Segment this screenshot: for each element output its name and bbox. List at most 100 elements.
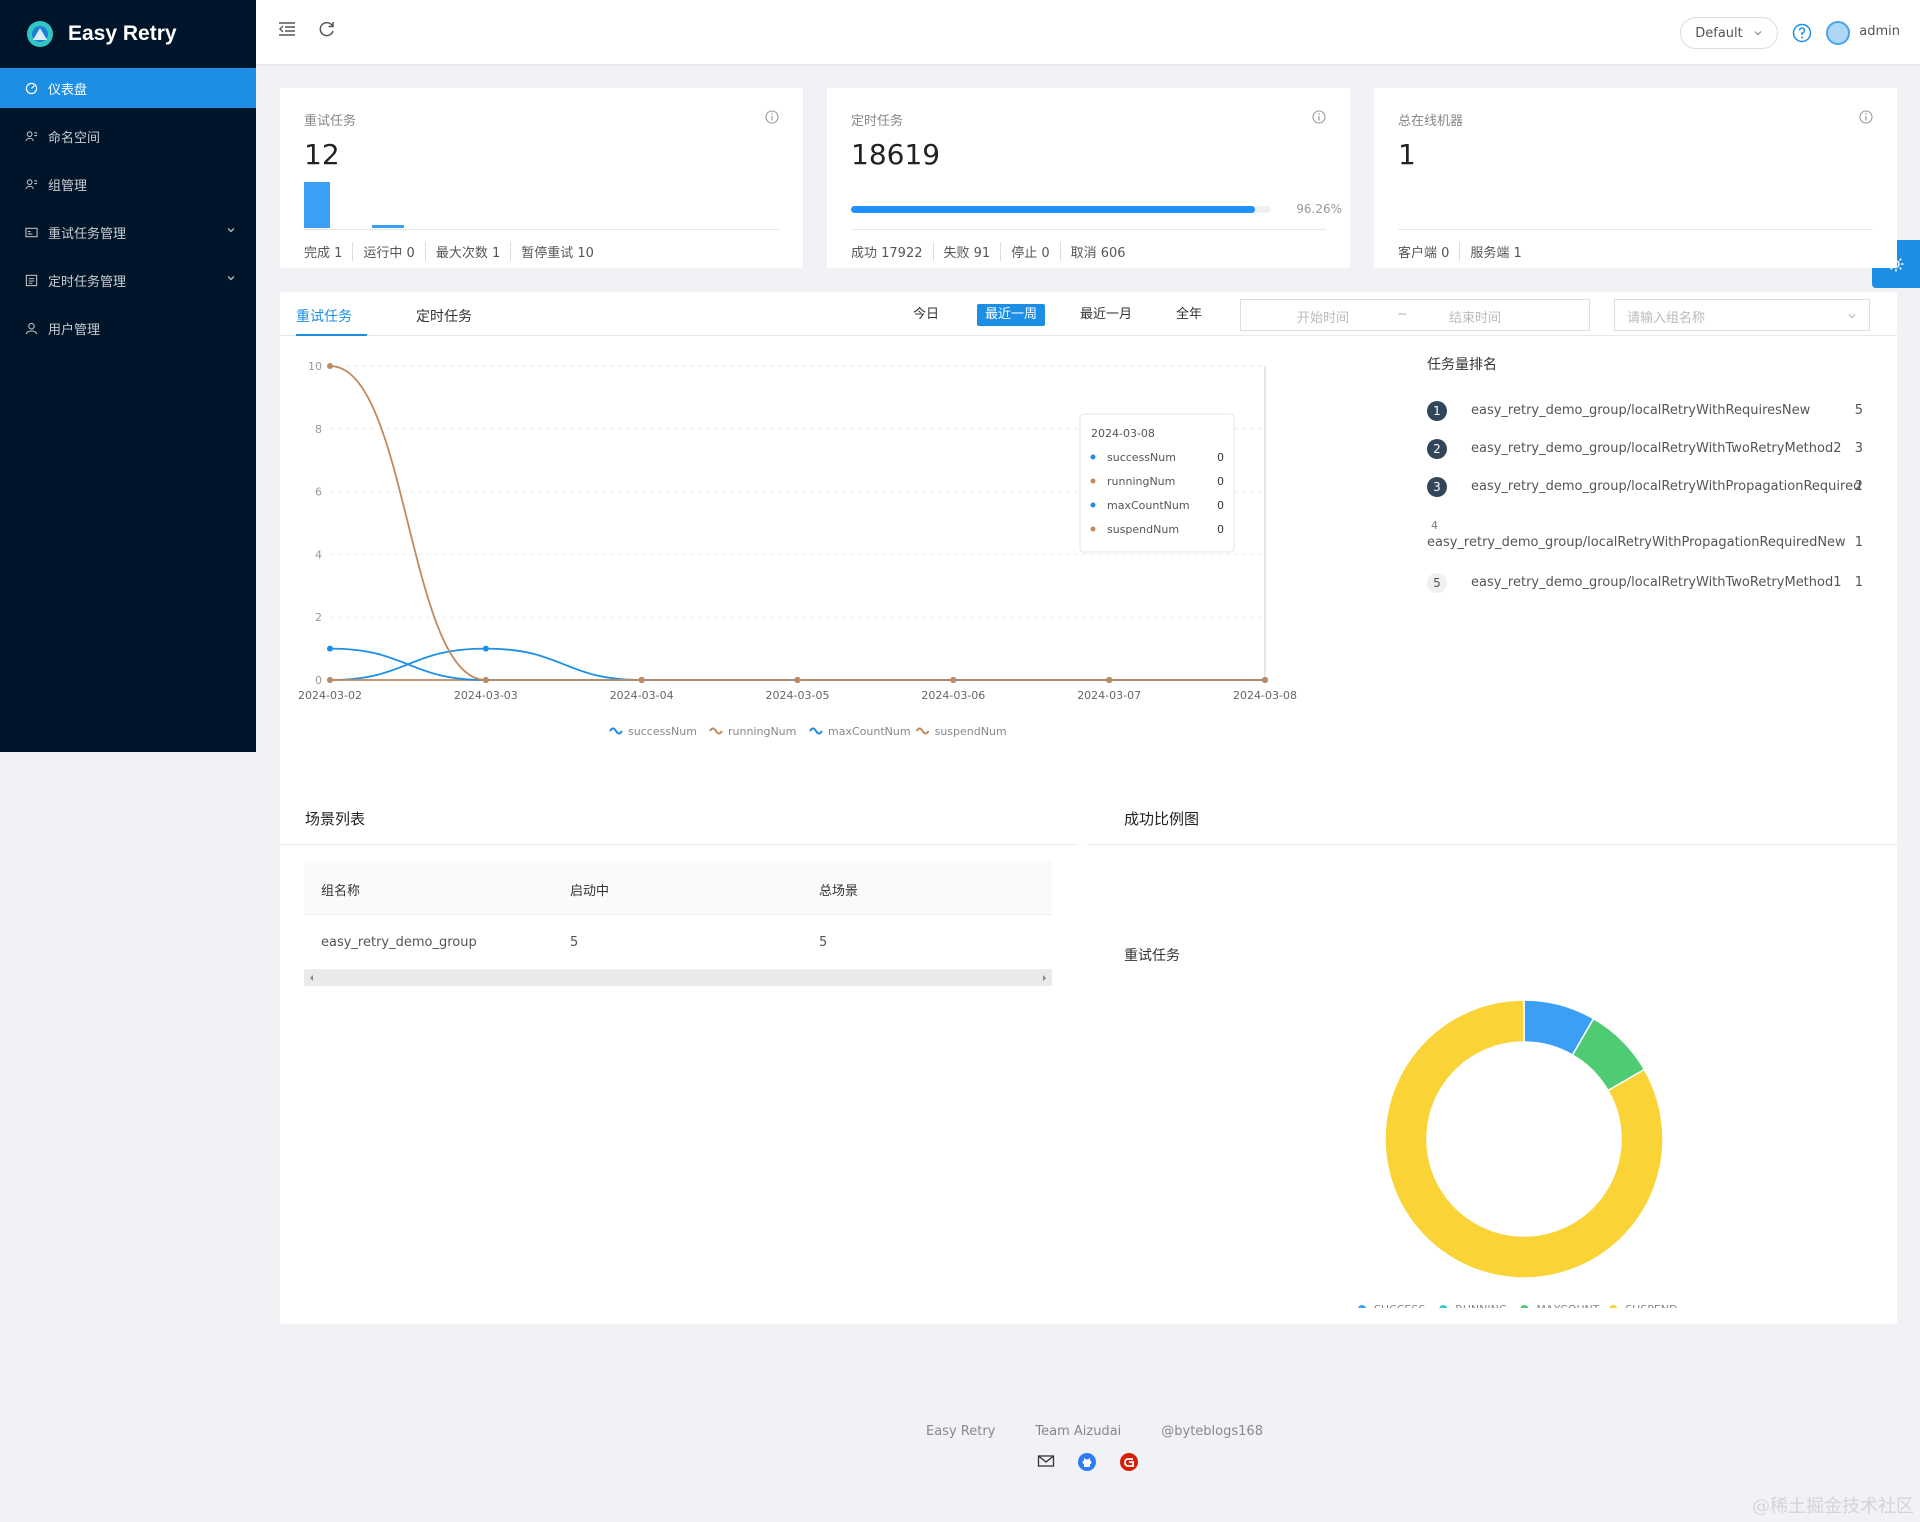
ranking-item: 5 easy_retry_demo_group/localRetryWithTw… bbox=[1427, 571, 1863, 595]
refresh-icon[interactable] bbox=[318, 20, 336, 38]
github-icon[interactable] bbox=[1077, 1452, 1097, 1472]
ranking-title: 任务量排名 bbox=[1427, 357, 1497, 373]
rank-badge: 3 bbox=[1427, 477, 1447, 497]
sidebar-item-label: 组管理 bbox=[48, 178, 88, 194]
range-last-week[interactable]: 最近一周 bbox=[977, 304, 1046, 326]
help-icon[interactable] bbox=[1792, 23, 1812, 43]
ranking-item: 1 easy_retry_demo_group/localRetryWithRe… bbox=[1427, 399, 1863, 423]
data-point bbox=[794, 677, 801, 683]
scroll-left-icon[interactable] bbox=[308, 974, 316, 982]
y-tick-label: 8 bbox=[315, 423, 322, 436]
tooltip-marker bbox=[1090, 526, 1096, 532]
tab-underline bbox=[296, 334, 367, 336]
footer-link[interactable]: Team Aizudai bbox=[1035, 1424, 1122, 1439]
tooltip-value: 0 bbox=[1217, 499, 1224, 512]
retry-stat-card: 重试任务 12 完成 1 运行中 0 最大次数 1 暂停重试 10 bbox=[280, 88, 803, 268]
table-cell: 5 bbox=[819, 935, 828, 950]
ranking-item: 2 easy_retry_demo_group/localRetryWithTw… bbox=[1427, 437, 1863, 461]
bottom-card: 场景列表 成功比例图 组名称 启动中 总场景 easy_retry_demo_g… bbox=[280, 778, 1897, 1324]
sidebar-item-retry-task[interactable]: 重试任务管理 bbox=[0, 212, 256, 252]
stat-footer-item: 停止 0 bbox=[1000, 242, 1059, 261]
table-cell: 5 bbox=[570, 935, 579, 950]
footer-link[interactable]: Easy Retry bbox=[926, 1424, 996, 1439]
scene-list-title: 场景列表 bbox=[305, 810, 366, 828]
tooltip-value: 0 bbox=[1217, 475, 1224, 488]
trend-card: 重试任务 定时任务 今日 最近一周 最近一月 全年 开始时间 ~ 结束时间 请输… bbox=[280, 292, 1897, 778]
chevron-down-icon bbox=[1754, 31, 1762, 36]
info-icon[interactable] bbox=[765, 110, 779, 124]
data-point bbox=[327, 677, 333, 683]
column-header: 启动中 bbox=[570, 884, 610, 899]
success-progress-bar bbox=[851, 206, 1271, 213]
legend-marker bbox=[1358, 1305, 1366, 1308]
date-range-picker[interactable]: 开始时间 ~ 结束时间 bbox=[1240, 299, 1590, 331]
gitee-icon[interactable] bbox=[1119, 1452, 1139, 1472]
divider bbox=[1398, 229, 1873, 230]
group-icon bbox=[24, 177, 38, 191]
sidebar-item-scheduled-task[interactable]: 定时任务管理 bbox=[0, 260, 256, 300]
ranking-item: 4 easy_retry_demo_group/localRetryWithPr… bbox=[1427, 515, 1863, 555]
sidebar-item-group[interactable]: 组管理 bbox=[0, 164, 256, 204]
rank-name: easy_retry_demo_group/localRetryWithProp… bbox=[1471, 479, 1862, 494]
y-tick-label: 2 bbox=[315, 611, 322, 624]
sidebar-item-dashboard[interactable]: 仪表盘 bbox=[0, 68, 256, 108]
start-date-input[interactable]: 开始时间 bbox=[1297, 311, 1350, 326]
divider bbox=[304, 229, 779, 230]
x-tick-label: 2024-03-04 bbox=[610, 689, 674, 702]
env-select-value: Default bbox=[1695, 25, 1743, 41]
tab-scheduled-task[interactable]: 定时任务 bbox=[416, 309, 472, 325]
data-point bbox=[1262, 677, 1268, 683]
x-tick-label: 2024-03-08 bbox=[1233, 689, 1297, 702]
footer-link[interactable]: @byteblogs168 bbox=[1161, 1424, 1263, 1439]
legend-swatch bbox=[709, 727, 723, 735]
user-name[interactable]: admin bbox=[1859, 24, 1900, 39]
tabs-row: 重试任务 定时任务 今日 最近一周 最近一月 全年 开始时间 ~ 结束时间 请输… bbox=[280, 292, 1897, 336]
watermark: @稀土掘金技术社区 bbox=[1752, 1496, 1914, 1517]
date-range-separator: ~ bbox=[1397, 307, 1408, 322]
rank-badge: 4 bbox=[1431, 519, 1438, 532]
group-name-select[interactable]: 请输入组名称 bbox=[1614, 299, 1870, 331]
sidebar-menu: 仪表盘 命名空间 组管理 重试任务管理 定时任务管理 bbox=[0, 68, 256, 348]
sidebar-item-namespace[interactable]: 命名空间 bbox=[0, 116, 256, 156]
data-point bbox=[327, 645, 333, 652]
tab-retry-task[interactable]: 重试任务 bbox=[296, 309, 352, 325]
sidebar-item-label: 仪表盘 bbox=[48, 82, 88, 98]
menu-fold-icon[interactable] bbox=[278, 20, 296, 38]
series-line-suspendNum bbox=[329, 365, 1265, 681]
legend-marker bbox=[1609, 1305, 1618, 1308]
info-icon[interactable] bbox=[1859, 110, 1873, 124]
legend-label: SUCCESS bbox=[1374, 1303, 1425, 1308]
progress-percent: 96.26% bbox=[1296, 202, 1342, 216]
retry-mini-bar-chart bbox=[304, 182, 404, 228]
success-ratio-title: 成功比例图 bbox=[1124, 810, 1200, 828]
avatar[interactable] bbox=[1826, 21, 1850, 45]
app-title: Easy Retry bbox=[68, 22, 177, 45]
info-icon[interactable] bbox=[1312, 110, 1326, 124]
scroll-right-icon[interactable] bbox=[1040, 974, 1048, 982]
sidebar-item-label: 定时任务管理 bbox=[48, 274, 127, 290]
y-tick-label: 6 bbox=[315, 486, 322, 499]
legend-swatch bbox=[609, 727, 623, 735]
mail-icon[interactable] bbox=[1037, 1452, 1055, 1470]
tooltip-series-name: maxCountNum bbox=[1107, 499, 1190, 512]
legend-label: MAXCOUNT bbox=[1536, 1303, 1599, 1308]
range-year[interactable]: 全年 bbox=[1176, 307, 1203, 322]
range-today[interactable]: 今日 bbox=[913, 307, 940, 322]
range-last-month[interactable]: 最近一月 bbox=[1080, 307, 1133, 322]
y-tick-label: 4 bbox=[315, 548, 322, 561]
rank-name: easy_retry_demo_group/localRetryWithTwoR… bbox=[1471, 575, 1842, 590]
data-point bbox=[482, 645, 489, 652]
stat-value: 1 bbox=[1398, 138, 1416, 171]
x-tick-label: 2024-03-06 bbox=[921, 689, 985, 702]
column-header: 总场景 bbox=[819, 884, 859, 899]
tooltip-series-name: runningNum bbox=[1107, 475, 1175, 488]
stat-footer-item: 完成 1 bbox=[304, 246, 343, 261]
rank-count: 1 bbox=[1854, 575, 1863, 590]
rank-count: 3 bbox=[1854, 441, 1863, 456]
env-select[interactable]: Default bbox=[1680, 17, 1778, 49]
logo[interactable]: Easy Retry bbox=[0, 0, 256, 68]
horizontal-scrollbar[interactable] bbox=[304, 970, 1052, 986]
sidebar-item-user[interactable]: 用户管理 bbox=[0, 308, 256, 348]
end-date-input[interactable]: 结束时间 bbox=[1449, 311, 1502, 326]
rank-name: easy_retry_demo_group/localRetryWithTwoR… bbox=[1471, 441, 1842, 456]
